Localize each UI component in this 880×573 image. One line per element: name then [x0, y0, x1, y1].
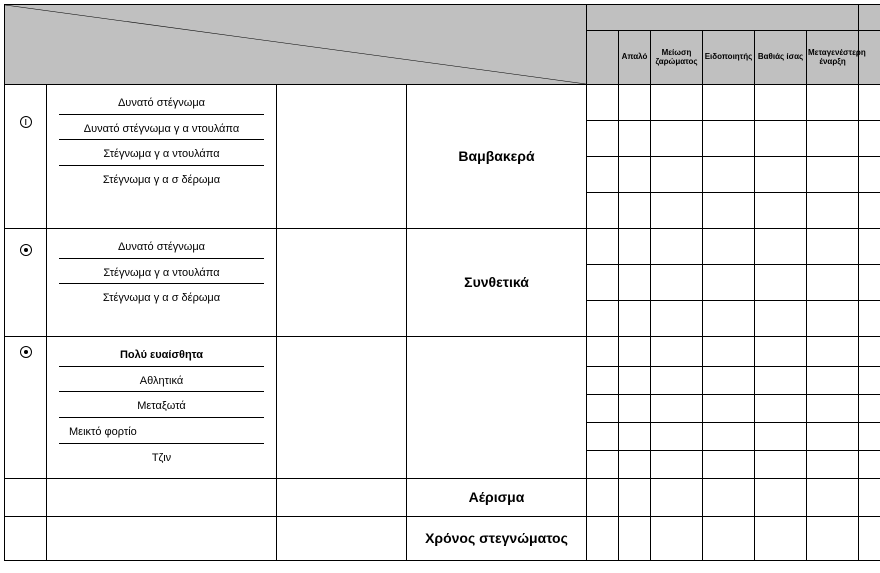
group3-programs: Πολύ ευαίσθητα Αθλητικά Μεταξωτά Μεικτό … — [47, 337, 277, 479]
g3r2c1 — [587, 367, 619, 395]
g1r1c5 — [755, 85, 807, 121]
g1r1c1 — [587, 85, 619, 121]
g1r1c6 — [807, 85, 859, 121]
col-opt4: Βαθιάς ίσας — [755, 31, 807, 85]
g4-category: Αέρισμα — [407, 479, 587, 517]
diagonal-header — [5, 5, 587, 85]
group1-icon-cell — [5, 85, 47, 229]
g2-p2: Στέγνωμα γ α ντουλάπα — [59, 258, 264, 284]
g1-p2: Δυνατό στέγνωμα γ α ντουλάπα — [59, 114, 264, 140]
g1r1c7 — [859, 85, 880, 121]
g2r2c1 — [587, 265, 619, 301]
g2r3c1 — [587, 301, 619, 337]
group4-programs — [47, 479, 277, 517]
g5-category: Χρόνος στεγνώματος — [407, 517, 587, 561]
col-opt2: Μείωση ζαρώματος — [651, 31, 703, 85]
g4r1c1 — [587, 479, 619, 517]
g5r1c1 — [587, 517, 619, 561]
g1-p3: Στέγνωμα γ α ντουλάπα — [59, 139, 264, 165]
g1r1c4 — [703, 85, 755, 121]
g3r1c1 — [587, 337, 619, 367]
header-blank-right — [859, 5, 880, 31]
g3-p1: Πολύ ευαίσθητα — [59, 341, 264, 366]
g1-spacer — [277, 85, 407, 229]
group5-icon-cell — [5, 517, 47, 561]
col-blank-b — [859, 31, 880, 85]
g5-spacer — [277, 517, 407, 561]
group2-icon-cell — [5, 229, 47, 337]
g2-p1: Δυνατό στέγνωμα — [59, 233, 264, 258]
g1r1c3 — [651, 85, 703, 121]
g4-spacer — [277, 479, 407, 517]
col-blank-a — [587, 31, 619, 85]
g1-p1: Δυνατό στέγνωμα — [59, 89, 264, 114]
g1-category: Βαμβακερά — [407, 85, 587, 229]
g3-p4: Μεικτό φορτίο — [59, 417, 264, 443]
g2-spacer — [277, 229, 407, 337]
g3-p3: Μεταξωτά — [59, 391, 264, 417]
group3-icon-cell — [5, 337, 47, 479]
g1r2c1 — [587, 121, 619, 157]
g1r4c1 — [587, 193, 619, 229]
synthetics-icon — [20, 244, 32, 256]
col-opt3: Ειδοποιητής — [703, 31, 755, 85]
col-opt1: Απαλό — [619, 31, 651, 85]
g3r3c1 — [587, 395, 619, 423]
group2-programs: Δυνατό στέγνωμα Στέγνωμα γ α ντουλάπα Στ… — [47, 229, 277, 337]
g2-p3: Στέγνωμα γ α σ δέρωμα — [59, 283, 264, 309]
g2-category: Συνθετικά — [407, 229, 587, 337]
g2r1c1 — [587, 229, 619, 265]
group1-programs: Δυνατό στέγνωμα Δυνατό στέγνωμα γ α ντου… — [47, 85, 277, 229]
options-header-blank — [587, 5, 859, 31]
group4-icon-cell — [5, 479, 47, 517]
col-opt5: Μεταγενέστερη έναρξη — [807, 31, 859, 85]
g3-spacer — [277, 337, 407, 479]
g3-category — [407, 337, 587, 479]
cotton-icon — [20, 116, 32, 128]
group5-programs — [47, 517, 277, 561]
g3r4c1 — [587, 423, 619, 451]
delicates-icon — [20, 346, 32, 358]
g3-p5: Τζιν — [59, 443, 264, 469]
g3-p2: Αθλητικά — [59, 366, 264, 392]
g1r3c1 — [587, 157, 619, 193]
dryer-program-table: Απαλό Μείωση ζαρώματος Ειδοποιητής Βαθιά… — [4, 4, 880, 561]
g1r1c2 — [619, 85, 651, 121]
g1-p4: Στέγνωμα γ α σ δέρωμα — [59, 165, 264, 191]
g3r5c1 — [587, 451, 619, 479]
